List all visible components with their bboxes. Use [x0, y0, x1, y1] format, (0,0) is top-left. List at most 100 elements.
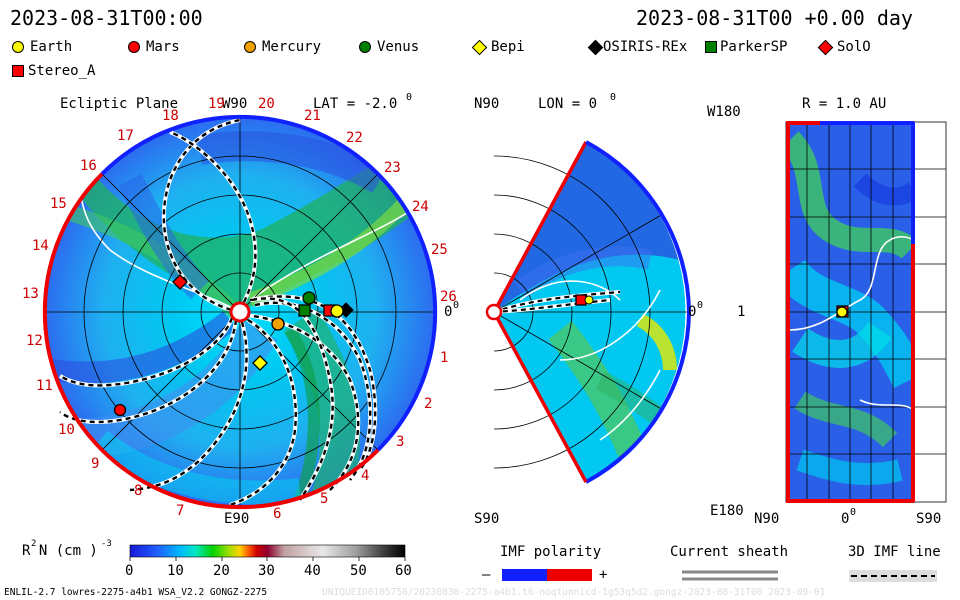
imf-polarity-positive [547, 569, 592, 581]
colorbar-tick: 0 [125, 563, 134, 579]
carrington-tick: 17 [117, 128, 134, 144]
ecliptic-polarity-negative [42, 172, 380, 510]
rmap-one-label: 1 [737, 304, 746, 320]
rmap-zero-label: 0 [841, 511, 850, 527]
imf-polarity-negative [502, 569, 547, 581]
colorbar-tick: 20 [213, 563, 230, 579]
carrington-tick: 23 [384, 160, 401, 176]
imf-line-title: 3D IMF line [848, 544, 941, 560]
ecliptic-imf-lines [58, 118, 378, 507]
run-time-label: 2023-08-31T00:00 [10, 6, 203, 30]
carrington-tick: 8 [134, 483, 143, 499]
ecliptic-contour-line [79, 179, 241, 313]
lat-label: LAT = -2.0 [313, 96, 398, 112]
carrington-tick: 6 [273, 506, 282, 522]
carrington-tick: 26 [440, 289, 457, 305]
parkersp-marker-icon [298, 304, 311, 317]
carrington-tick: 1 [440, 350, 449, 366]
parkersp-marker-icon [705, 41, 717, 53]
w90-label: W90 [222, 96, 248, 112]
lon-label: LON = 0 [538, 96, 598, 112]
stereo-a-marker-icon [12, 65, 24, 77]
colorbar-label-exp: -3 [101, 539, 112, 549]
bepi-marker-icon [252, 355, 268, 371]
carrington-tick: 15 [50, 196, 67, 212]
radial-surface-panel [785, 121, 947, 503]
ecliptic-contour-line [249, 199, 426, 301]
rmap-s90-label: S90 [916, 511, 942, 527]
sun-icon [229, 301, 251, 323]
lon-degree-mark: 0 [610, 92, 617, 103]
legend-earth: Earth [12, 39, 72, 55]
carrington-tick: 12 [26, 333, 43, 349]
ecliptic-zero-label: 0 [444, 304, 453, 320]
mars-marker-icon [128, 41, 140, 53]
carrington-tick: 7 [176, 503, 185, 519]
meridional-imf-line [493, 290, 621, 314]
ecliptic-polarity-positive [100, 114, 438, 452]
legend-solo: SolO [817, 39, 871, 55]
earth-marker-icon [584, 295, 594, 305]
carrington-tick: 21 [304, 108, 321, 124]
legend-mars: Mars [128, 39, 180, 55]
meridional-zero-degree-mark: 0 [697, 300, 704, 311]
e180-label: E180 [710, 503, 744, 519]
carrington-tick: 13 [22, 286, 39, 302]
e90-label: E90 [224, 511, 250, 527]
ecliptic-title: Ecliptic Plane [60, 96, 179, 112]
meridional-plane-panel [485, 140, 691, 484]
solo-marker-icon [172, 274, 188, 290]
carrington-tick: 2 [424, 396, 433, 412]
sun-icon [485, 303, 503, 321]
carrington-tick: 14 [32, 238, 49, 254]
carrington-tick: 4 [361, 468, 370, 484]
ecliptic-zero-degree-mark: 0 [453, 300, 460, 311]
imf-minus-label: – [482, 567, 491, 583]
mercury-marker-icon [271, 317, 285, 331]
legend-osiris-rex: OSIRIS-REx [587, 39, 687, 55]
rmap-zero-degree-mark: 0 [850, 507, 857, 518]
carrington-tick: 3 [396, 434, 405, 450]
ecliptic-plane-panel [42, 114, 438, 510]
earth-marker-icon [836, 306, 848, 318]
imf-polarity-title: IMF polarity [500, 544, 602, 560]
model-info-footer: ENLIL-2.7 lowres-2275-a4b1 WSA_V2.2 GONG… [4, 587, 268, 598]
carrington-tick: 9 [91, 456, 100, 472]
colorbar-tick: 30 [258, 563, 275, 579]
colorbar-tick: 50 [350, 563, 367, 579]
colorbar-tick: 10 [167, 563, 184, 579]
mars-marker-icon [113, 403, 127, 417]
colorbar-tick: 40 [304, 563, 321, 579]
carrington-tick: 19 [208, 96, 225, 112]
legend-bepi: Bepi [471, 39, 525, 55]
colorbar-label-sup: 2 [31, 539, 37, 549]
legend-parkersp: ParkerSP [705, 39, 787, 55]
imf-plus-label: + [599, 567, 608, 583]
density-colorbar [129, 544, 406, 558]
meridional-zero-label: 0 [688, 304, 697, 320]
earth-marker-icon [12, 41, 24, 53]
current-sheath-title: Current sheath [670, 544, 789, 560]
legend-venus: Venus [359, 39, 419, 55]
colorbar-label: R N (cm ) [22, 543, 98, 559]
carrington-tick: 10 [58, 422, 75, 438]
carrington-tick: 20 [258, 96, 275, 112]
carrington-tick: 18 [162, 108, 179, 124]
lat-degree-mark: 0 [406, 92, 413, 103]
carrington-tick: 24 [412, 199, 429, 215]
venus-marker-icon [302, 291, 316, 305]
carrington-tick: 22 [346, 130, 363, 146]
elapsed-time-label: 2023-08-31T00 +0.00 day [636, 6, 913, 30]
earth-marker-icon [330, 304, 344, 318]
radial-contour-line [789, 236, 915, 411]
carrington-tick: 16 [80, 158, 97, 174]
colorbar-tick: 60 [395, 563, 412, 579]
rmap-n90-label: N90 [754, 511, 780, 527]
legend-mercury: Mercury [244, 39, 321, 55]
legend-stereo-a: Stereo_A [12, 63, 95, 79]
w180-label: W180 [707, 104, 741, 120]
s90-label: S90 [474, 511, 500, 527]
run-id-footer: UNIQUEID0105756/20230830-2275-a4b1.t6-no… [322, 587, 826, 598]
mercury-marker-icon [244, 41, 256, 53]
